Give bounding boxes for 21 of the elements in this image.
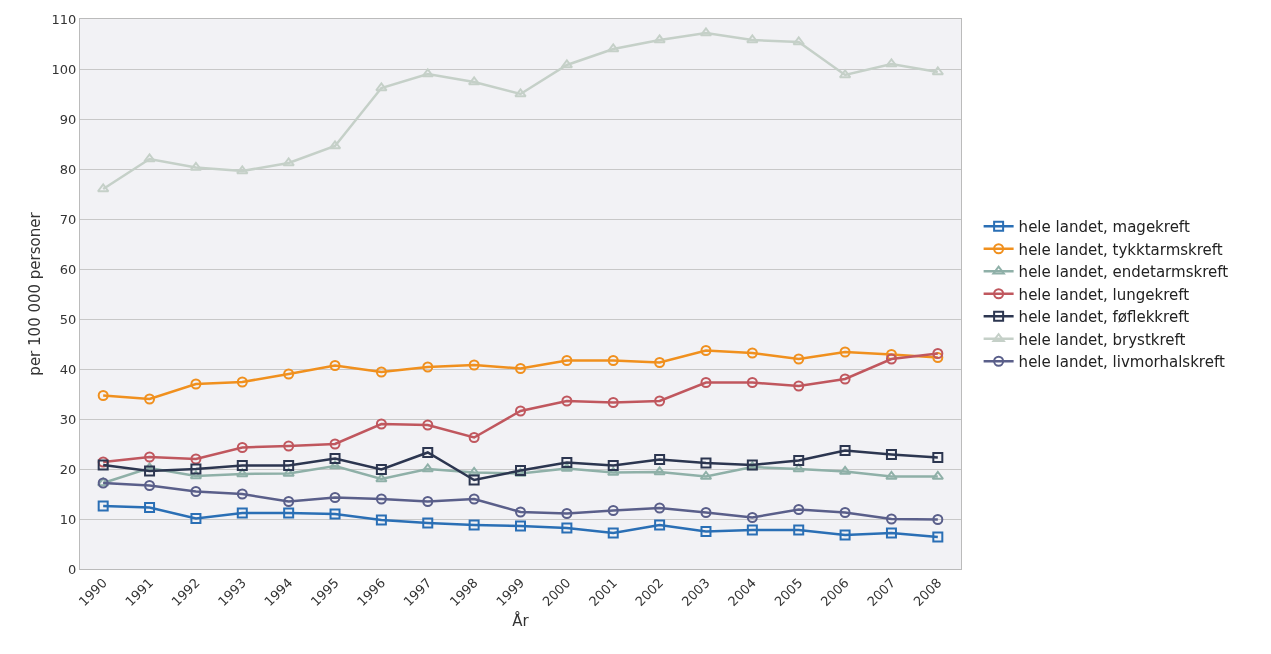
y-axis-title: per 100 000 personer [26, 211, 44, 376]
y-tick-label: 70 [59, 211, 77, 227]
y-tick-label: 60 [59, 261, 77, 277]
legend-label: hele landet, brystkreft [1018, 330, 1186, 349]
legend-label: hele landet, lungekreft [1018, 285, 1190, 304]
legend-label: hele landet, endetarmskreft [1018, 263, 1229, 282]
legend-label: hele landet, livmorhalskreft [1018, 353, 1225, 372]
y-tick-label: 80 [59, 161, 77, 177]
y-tick-label: 0 [68, 561, 77, 577]
y-tick-label: 100 [51, 61, 77, 77]
y-tick-label: 40 [59, 361, 77, 377]
y-tick-label: 50 [59, 311, 77, 327]
y-tick-label: 90 [59, 111, 77, 127]
y-tick-label: 30 [59, 411, 77, 427]
legend-label: hele landet, tykktarmskreft [1018, 240, 1223, 259]
y-tick-label: 110 [51, 11, 77, 27]
legend-label: hele landet, magekreft [1018, 218, 1190, 237]
legend-label: hele landet, føflekkreft [1018, 308, 1190, 327]
x-axis-title: År [512, 611, 530, 631]
y-tick-label: 20 [59, 461, 77, 477]
y-tick-label: 10 [59, 511, 77, 527]
